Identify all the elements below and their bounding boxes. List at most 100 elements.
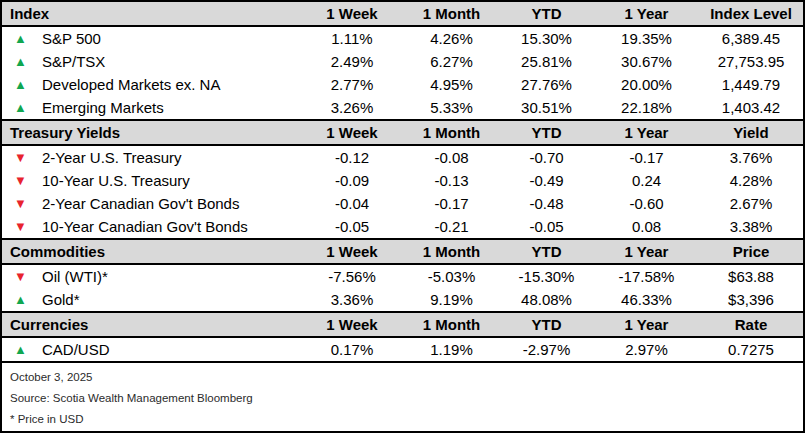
section-header-currencies: Currencies 1 Week 1 Month YTD 1 Year Rat…	[2, 311, 803, 338]
market-summary-table: Index 1 Week 1 Month YTD 1 Year Index Le…	[0, 0, 805, 433]
cell-yield: 4.28%	[699, 172, 803, 189]
cell-1week: -0.12	[300, 149, 404, 166]
cell-1month: 5.33%	[404, 99, 499, 116]
column-header-price: Price	[699, 243, 803, 260]
cell-1year: 20.00%	[594, 76, 699, 93]
row-label: 2-Year U.S. Treasury	[42, 149, 182, 166]
cell-1week: -7.56%	[300, 268, 404, 285]
cell-price: $3,396	[699, 291, 803, 308]
trend-down-icon: ▼	[14, 174, 31, 187]
cell-1week: 3.36%	[300, 291, 404, 308]
row-label: 10-Year Canadian Gov't Bonds	[42, 218, 248, 235]
cell-1month: -5.03%	[404, 268, 499, 285]
table-row: ▼ 10-Year U.S. Treasury -0.09 -0.13 -0.4…	[2, 169, 803, 192]
row-label: Gold*	[42, 291, 80, 308]
column-header-ytd: YTD	[499, 316, 594, 333]
cell-index-level: 6,389.45	[699, 30, 803, 47]
column-header-1month: 1 Month	[404, 124, 499, 141]
table-row: ▼ 2-Year Canadian Gov't Bonds -0.04 -0.1…	[2, 192, 803, 215]
source-note: Source: Scotia Wealth Management Bloombe…	[10, 387, 795, 408]
cell-1year: 46.33%	[594, 291, 699, 308]
row-label: Oil (WTI)*	[42, 268, 108, 285]
trend-up-icon: ▲	[14, 32, 31, 45]
cell-1year: 30.67%	[594, 53, 699, 70]
column-header-1month: 1 Month	[404, 316, 499, 333]
cell-1month: -0.17	[404, 195, 499, 212]
cell-1month: -0.08	[404, 149, 499, 166]
table-row: ▲ Gold* 3.36% 9.19% 48.08% 46.33% $3,396	[2, 288, 803, 311]
table-row: ▼ 10-Year Canadian Gov't Bonds -0.05 -0.…	[2, 215, 803, 238]
table-row: ▼ 2-Year U.S. Treasury -0.12 -0.08 -0.70…	[2, 146, 803, 169]
cell-ytd: -0.48	[499, 195, 594, 212]
column-header-ytd: YTD	[499, 243, 594, 260]
row-label: S&P/TSX	[42, 53, 105, 70]
cell-ytd: 27.76%	[499, 76, 594, 93]
table-row: ▲ Emerging Markets 3.26% 5.33% 30.51% 22…	[2, 96, 803, 119]
cell-yield: 3.76%	[699, 149, 803, 166]
trend-down-icon: ▼	[14, 220, 31, 233]
column-header-1week: 1 Week	[300, 5, 404, 22]
cell-ytd: -15.30%	[499, 268, 594, 285]
trend-up-icon: ▲	[14, 55, 31, 68]
cell-price: $63.88	[699, 268, 803, 285]
trend-up-icon: ▲	[14, 293, 31, 306]
column-header-index-level: Index Level	[699, 5, 803, 22]
cell-1week: 2.49%	[300, 53, 404, 70]
table-row: ▲ S&P/TSX 2.49% 6.27% 25.81% 30.67% 27,7…	[2, 50, 803, 73]
table-row: ▲ Developed Markets ex. NA 2.77% 4.95% 2…	[2, 73, 803, 96]
cell-1month: -0.13	[404, 172, 499, 189]
cell-1week: -0.04	[300, 195, 404, 212]
cell-1year: 0.24	[594, 172, 699, 189]
column-header-1year: 1 Year	[594, 5, 699, 22]
cell-ytd: 30.51%	[499, 99, 594, 116]
price-footnote: * Price in USD	[10, 408, 795, 429]
cell-1year: 19.35%	[594, 30, 699, 47]
cell-ytd: -2.97%	[499, 341, 594, 358]
cell-1year: -0.60	[594, 195, 699, 212]
column-header-ytd: YTD	[499, 5, 594, 22]
table-row: ▼ Oil (WTI)* -7.56% -5.03% -15.30% -17.5…	[2, 265, 803, 288]
column-header-1month: 1 Month	[404, 5, 499, 22]
cell-index-level: 1,449.79	[699, 76, 803, 93]
cell-1week: -0.05	[300, 218, 404, 235]
cell-1year: 2.97%	[594, 341, 699, 358]
section-header-index: Index 1 Week 1 Month YTD 1 Year Index Le…	[2, 2, 803, 27]
cell-yield: 3.38%	[699, 218, 803, 235]
cell-ytd: 15.30%	[499, 30, 594, 47]
column-header-1month: 1 Month	[404, 243, 499, 260]
row-label: 10-Year U.S. Treasury	[42, 172, 190, 189]
column-header-1week: 1 Week	[300, 124, 404, 141]
column-header-ytd: YTD	[499, 124, 594, 141]
cell-1month: 6.27%	[404, 53, 499, 70]
column-header-yield: Yield	[699, 124, 803, 141]
column-header-1year: 1 Year	[594, 124, 699, 141]
cell-1month: 1.19%	[404, 341, 499, 358]
trend-down-icon: ▼	[14, 270, 31, 283]
column-header-rate: Rate	[699, 316, 803, 333]
section-header-treasury-yields: Treasury Yields 1 Week 1 Month YTD 1 Yea…	[2, 119, 803, 146]
cell-ytd: -0.49	[499, 172, 594, 189]
trend-up-icon: ▲	[14, 78, 31, 91]
column-header-1week: 1 Week	[300, 243, 404, 260]
cell-index-level: 27,753.95	[699, 53, 803, 70]
cell-ytd: 25.81%	[499, 53, 594, 70]
section-header-commodities: Commodities 1 Week 1 Month YTD 1 Year Pr…	[2, 238, 803, 265]
cell-1week: -0.09	[300, 172, 404, 189]
cell-1week: 1.11%	[300, 30, 404, 47]
row-label: S&P 500	[42, 30, 101, 47]
cell-1month: 4.26%	[404, 30, 499, 47]
trend-down-icon: ▼	[14, 151, 31, 164]
table-row: ▲ S&P 500 1.11% 4.26% 15.30% 19.35% 6,38…	[2, 27, 803, 50]
row-label: Developed Markets ex. NA	[42, 76, 220, 93]
report-date: October 3, 2025	[10, 366, 795, 387]
cell-rate: 0.7275	[699, 341, 803, 358]
trend-up-icon: ▲	[14, 101, 31, 114]
section-title: Treasury Yields	[2, 124, 300, 141]
table-row: ▲ CAD/USD 0.17% 1.19% -2.97% 2.97% 0.727…	[2, 338, 803, 361]
cell-1year: 0.08	[594, 218, 699, 235]
table-footnotes: October 3, 2025 Source: Scotia Wealth Ma…	[2, 361, 803, 429]
cell-1year: -17.58%	[594, 268, 699, 285]
section-title: Commodities	[2, 243, 300, 260]
row-label: CAD/USD	[42, 341, 110, 358]
cell-1month: 9.19%	[404, 291, 499, 308]
